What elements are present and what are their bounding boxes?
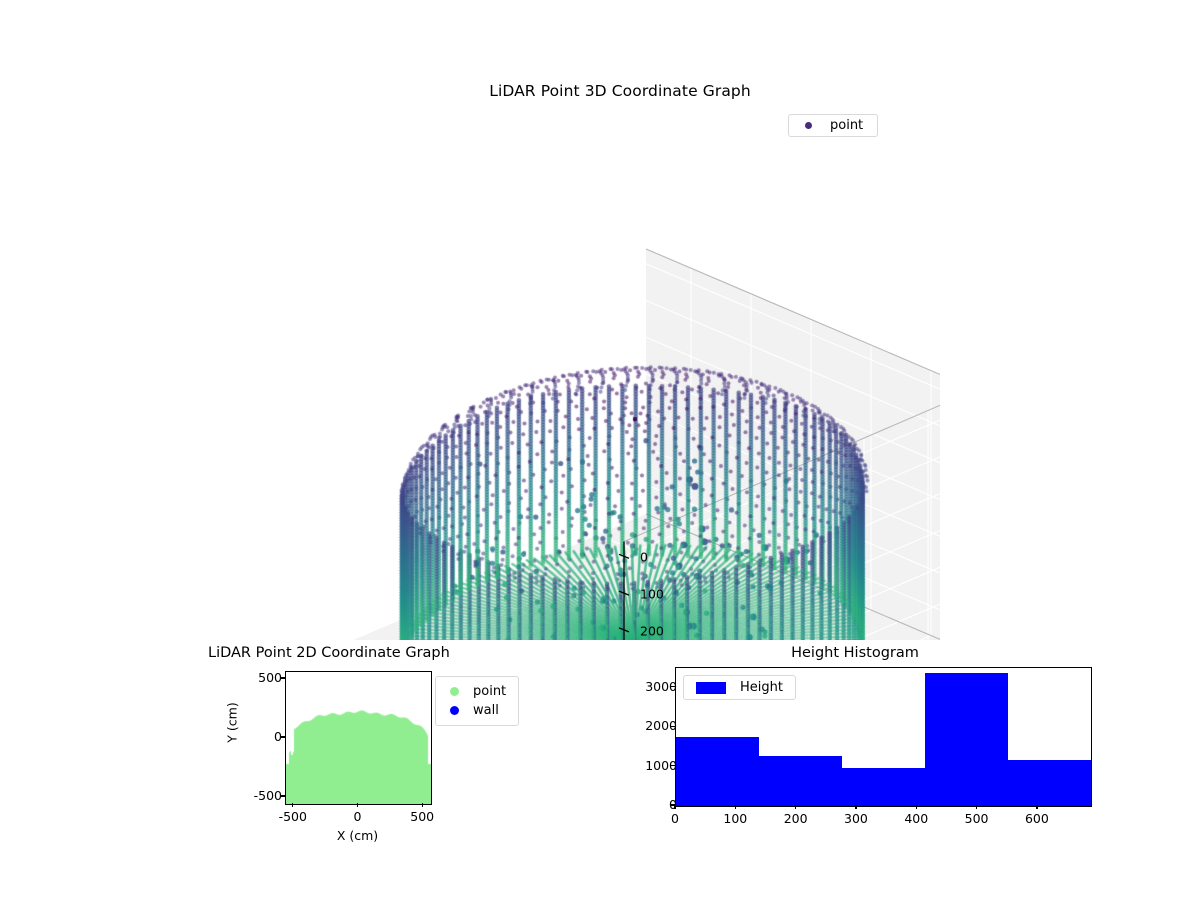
figure-canvas: LiDAR Point 3D Coordinate Graph point 01…: [0, 0, 1200, 900]
axis-tick-h-0: 0: [640, 550, 648, 565]
legend-label-wall: wall: [473, 703, 499, 718]
lidar-2d-title: LiDAR Point 2D Coordinate Graph: [208, 645, 450, 661]
legend-row-point: point: [442, 682, 506, 701]
hist-xtick-mark-500: [976, 805, 977, 809]
legend-marker-point: [805, 122, 812, 129]
height-histogram-title: Height Histogram: [620, 645, 1090, 661]
histogram-bar-4: [1008, 760, 1091, 806]
lidar-2d-xlabel: X (cm): [285, 828, 430, 843]
histogram-bar-2: [842, 768, 925, 806]
lidar-2d-xtick-500: 500: [392, 809, 452, 824]
axis-tick-h-100: 100: [640, 587, 664, 602]
xtick-mark--500: [292, 803, 293, 807]
hist-ytick-mark-2000: [671, 726, 675, 727]
legend-label-point: point: [830, 118, 867, 133]
lidar-2d-axes: [285, 671, 432, 805]
legend-row-wall: wall: [442, 701, 506, 720]
hist-xtick-mark-400: [916, 805, 917, 809]
ytick-mark--500: [281, 795, 285, 796]
lidar-2d-legend: point wall: [435, 676, 519, 726]
ytick-mark-500: [281, 677, 285, 678]
hist-xtick-mark-300: [855, 805, 856, 809]
lidar-2d-panel: LiDAR Point 2D Coordinate Graph -500 0 500…: [150, 635, 570, 865]
histogram-xtick-0: 0: [645, 811, 705, 826]
legend-marker-wall: [450, 706, 459, 715]
xtick-mark-0: [357, 803, 358, 807]
histogram-xtick-100: 100: [705, 811, 765, 826]
lidar-3d-axes: 0100200300400500600H (cm)-400-2000200400…: [300, 140, 940, 640]
hist-xtick-mark-600: [1036, 805, 1037, 809]
lidar-2d-ytick-500: 500: [258, 670, 282, 685]
lidar-2d-ylabel: Y (cm): [225, 702, 240, 742]
lidar-2d-ytick--500: -500: [254, 788, 282, 803]
hist-xtick-mark-0: [674, 805, 675, 809]
legend-label-height: Height: [740, 680, 783, 695]
axes-spines: [300, 140, 940, 640]
histogram-xtick-200: 200: [766, 811, 826, 826]
height-histogram-panel: Height Histogram 0100020003000 010020030…: [620, 635, 1100, 865]
hist-xtick-mark-200: [795, 805, 796, 809]
hist-xtick-mark-100: [735, 805, 736, 809]
xtick-mark-500: [422, 803, 423, 807]
histogram-bar-0: [676, 737, 759, 806]
legend-marker-point: [450, 687, 459, 696]
lidar-2d-scatter: [286, 672, 431, 804]
histogram-bar-3: [925, 673, 1008, 806]
legend-label-point: point: [473, 684, 506, 699]
lidar-3d-title: LiDAR Point 3D Coordinate Graph: [300, 82, 940, 100]
hist-ytick-mark-3000: [671, 686, 675, 687]
height-histogram-legend: Height: [683, 675, 796, 700]
lidar-2d-xtick-0: 0: [328, 809, 388, 824]
lidar-3d-legend: point: [788, 114, 878, 137]
lidar-2d-xtick--500: -500: [263, 809, 323, 824]
ytick-mark-0: [281, 736, 285, 737]
histogram-xtick-500: 500: [947, 811, 1007, 826]
histogram-bar-1: [759, 756, 842, 806]
histogram-xtick-600: 600: [1007, 811, 1067, 826]
legend-patch-height: [696, 682, 726, 694]
lidar-3d-panel: LiDAR Point 3D Coordinate Graph point 0 1…: [300, 70, 940, 640]
histogram-xtick-300: 300: [826, 811, 886, 826]
histogram-xtick-400: 400: [886, 811, 946, 826]
hist-ytick-mark-1000: [671, 765, 675, 766]
